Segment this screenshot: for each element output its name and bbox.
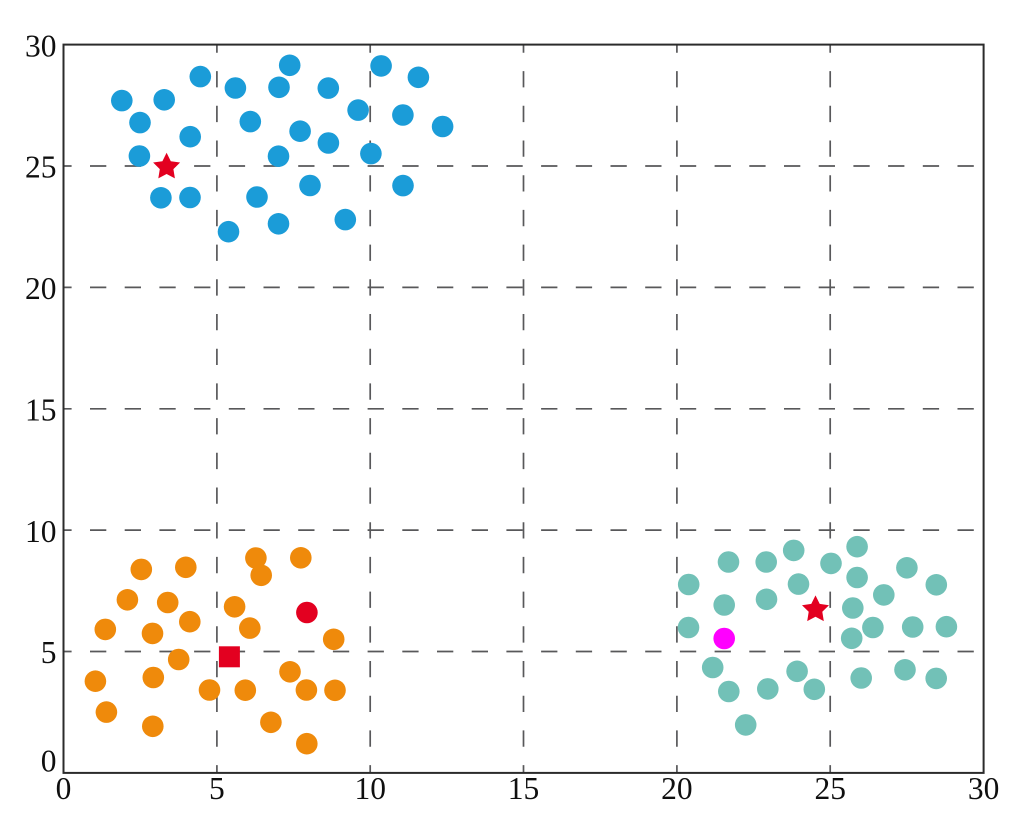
svg-text:15: 15 xyxy=(25,392,57,427)
svg-text:5: 5 xyxy=(209,771,225,806)
svg-text:5: 5 xyxy=(41,635,57,670)
svg-text:20: 20 xyxy=(25,271,57,306)
svg-text:10: 10 xyxy=(25,514,57,549)
svg-text:10: 10 xyxy=(354,771,386,806)
svg-text:0: 0 xyxy=(41,744,57,779)
svg-text:25: 25 xyxy=(25,150,57,185)
svg-text:15: 15 xyxy=(508,771,540,806)
svg-text:30: 30 xyxy=(968,771,1000,806)
svg-text:20: 20 xyxy=(661,771,693,806)
svg-text:0: 0 xyxy=(56,771,72,806)
svg-text:30: 30 xyxy=(25,28,57,63)
svg-text:25: 25 xyxy=(814,771,846,806)
